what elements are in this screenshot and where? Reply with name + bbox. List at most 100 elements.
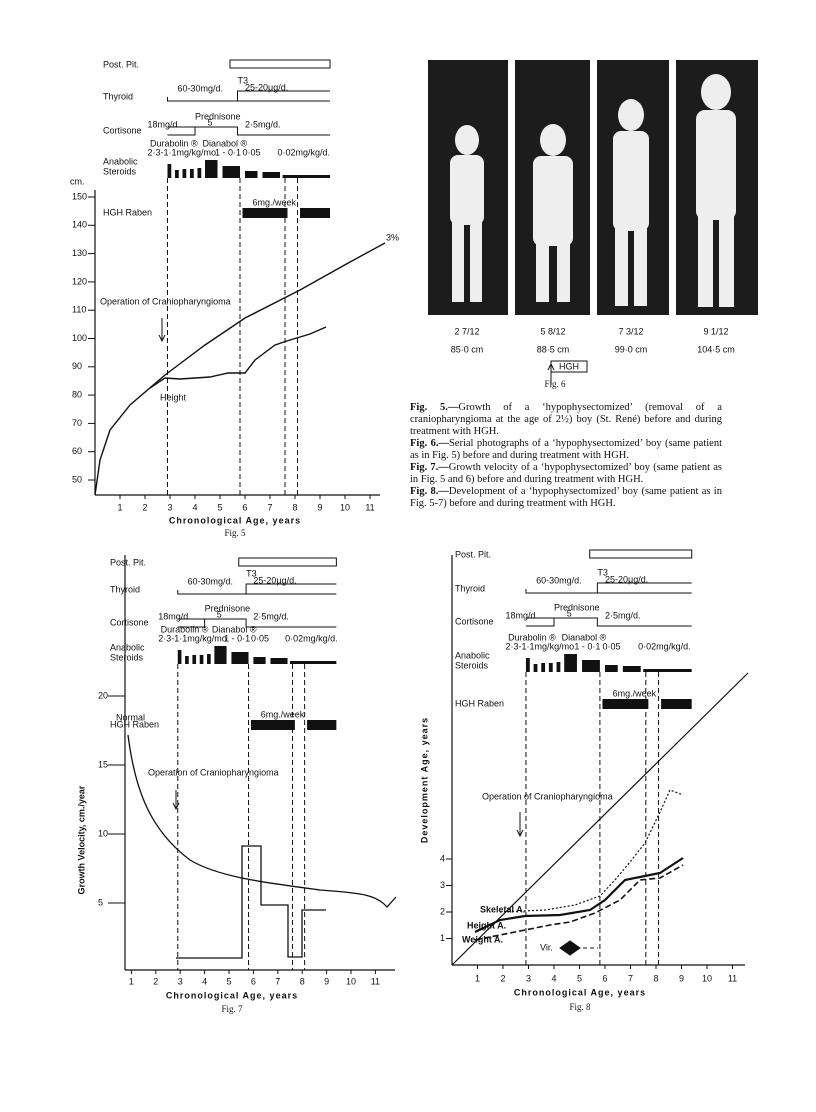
label: 5 8/12 bbox=[540, 326, 565, 336]
thyroid-line bbox=[167, 90, 330, 102]
label: Anabolic bbox=[110, 642, 145, 652]
label: 0·02mg/kg/d. bbox=[285, 633, 338, 643]
label: 3 bbox=[526, 973, 531, 983]
steroid-block bbox=[207, 654, 211, 664]
label: 25-20μg/d. bbox=[605, 574, 648, 584]
label: Durabolin ® bbox=[508, 632, 556, 642]
label: 2·3-1·1mg/kg/mo bbox=[148, 147, 217, 157]
label: 10 bbox=[346, 976, 356, 986]
label: 120 bbox=[72, 276, 87, 286]
label: Prednisone bbox=[195, 111, 241, 121]
label: Steroids bbox=[455, 660, 489, 670]
steroid-block bbox=[175, 170, 179, 178]
steroid-block bbox=[564, 654, 577, 672]
label: 3% bbox=[386, 232, 399, 242]
label: 6 bbox=[242, 502, 247, 512]
label: Operation of Craniopharyngioma bbox=[482, 791, 613, 801]
label: Prednisone bbox=[554, 602, 600, 612]
label: 60-30mg/d. bbox=[188, 576, 234, 586]
label: Durabolin ® bbox=[150, 138, 198, 148]
caption-lead: Fig. 7.— bbox=[410, 462, 449, 473]
steroid-block bbox=[548, 663, 553, 672]
label: 15 bbox=[98, 759, 108, 769]
label: 1 - 0·1 bbox=[215, 147, 241, 157]
label: 10 bbox=[98, 828, 108, 838]
label: 7 3/12 bbox=[618, 326, 643, 336]
steroid-block bbox=[605, 665, 618, 672]
steroid-block bbox=[253, 657, 266, 664]
cortisone-line bbox=[525, 617, 692, 627]
label: 2·5mg/d. bbox=[253, 611, 289, 621]
label: 90 bbox=[72, 361, 82, 371]
steroid-block bbox=[190, 169, 194, 178]
label: 5 bbox=[217, 609, 222, 619]
post-pit-bar bbox=[589, 549, 693, 559]
label: 11 bbox=[371, 976, 380, 986]
steroid-block bbox=[182, 169, 187, 178]
steroid-block bbox=[622, 666, 641, 672]
label: Skeletal A. bbox=[480, 904, 525, 914]
steroid-block bbox=[199, 655, 204, 664]
label: 7 bbox=[275, 976, 280, 986]
label: 80 bbox=[72, 389, 82, 399]
label: 60-30mg/d. bbox=[536, 575, 582, 585]
steroid-block bbox=[167, 164, 172, 178]
steroid-block bbox=[270, 658, 288, 664]
post-pit-bar bbox=[238, 557, 337, 567]
label: 6mg./week bbox=[253, 197, 297, 207]
caption-text: Development of a ‘hypophysectomized’ boy… bbox=[410, 486, 722, 509]
label: 0·02mg/kg/d. bbox=[638, 641, 691, 651]
steroid-block bbox=[245, 171, 258, 178]
label: 70 bbox=[72, 418, 82, 428]
cortisone-line bbox=[167, 126, 330, 136]
steroid-block bbox=[177, 650, 182, 664]
caption-text: Growth velocity of a ‘hypophysectomized’… bbox=[410, 462, 722, 485]
fig7-plot bbox=[124, 555, 397, 971]
label: 0·05 bbox=[251, 633, 269, 643]
steroid-block bbox=[525, 658, 530, 672]
label: 25-20μg/d. bbox=[245, 82, 288, 92]
label: Height bbox=[160, 392, 187, 402]
label: 9 bbox=[317, 502, 322, 512]
label: 3 bbox=[167, 502, 172, 512]
label: Prednisone bbox=[205, 603, 251, 613]
label: Operation of Craniopharyngioma bbox=[148, 767, 279, 777]
label: 11 bbox=[728, 973, 737, 983]
label: 6 bbox=[251, 976, 256, 986]
cortisone-line bbox=[177, 618, 337, 628]
label: 1 bbox=[129, 976, 134, 986]
label: 3 bbox=[440, 880, 445, 890]
label: Operation of Craniopharyngioma bbox=[100, 296, 231, 306]
label: 9 bbox=[679, 973, 684, 983]
label: Vir. bbox=[540, 942, 553, 952]
steroid-block bbox=[282, 175, 330, 178]
label: 0·05 bbox=[602, 641, 620, 651]
caption-text: Serial photographs of a ‘hypophysectomiz… bbox=[410, 438, 722, 461]
caption: Fig. 8.—Development of a ‘hypophysectomi… bbox=[410, 486, 722, 510]
label: 60-30mg/d. bbox=[178, 83, 224, 93]
label: 18mg/d. bbox=[506, 610, 539, 620]
hgh-bar bbox=[602, 699, 649, 709]
hgh-bar bbox=[250, 720, 295, 730]
label: Normal bbox=[116, 712, 145, 722]
label: Durabolin ® bbox=[161, 624, 209, 634]
hgh-bar bbox=[307, 720, 337, 730]
label: 2·5mg/d. bbox=[605, 610, 641, 620]
label: 2·3-1·1mg/kg/mo bbox=[158, 633, 227, 643]
hgh-bar bbox=[242, 208, 288, 218]
label: HGH bbox=[559, 361, 579, 371]
caption-lead: Fig. 6.— bbox=[410, 438, 449, 449]
steroid-block bbox=[556, 662, 561, 672]
caption-text: Growth of a ‘hypophysectomized’ (removal… bbox=[410, 402, 722, 437]
label: 150 bbox=[72, 191, 87, 201]
label: Post. Pit. bbox=[455, 549, 491, 559]
label: Fig. 8 bbox=[569, 1002, 591, 1012]
label: Steroids bbox=[103, 166, 137, 176]
label: 88·5 cm bbox=[537, 344, 570, 354]
label: 1 - 0·1 bbox=[224, 633, 250, 643]
label: 18mg/d. bbox=[158, 611, 191, 621]
label: Cortisone bbox=[455, 616, 494, 626]
steroid-block bbox=[231, 652, 249, 664]
label: 5 bbox=[98, 897, 103, 907]
label: 5 bbox=[567, 608, 572, 618]
